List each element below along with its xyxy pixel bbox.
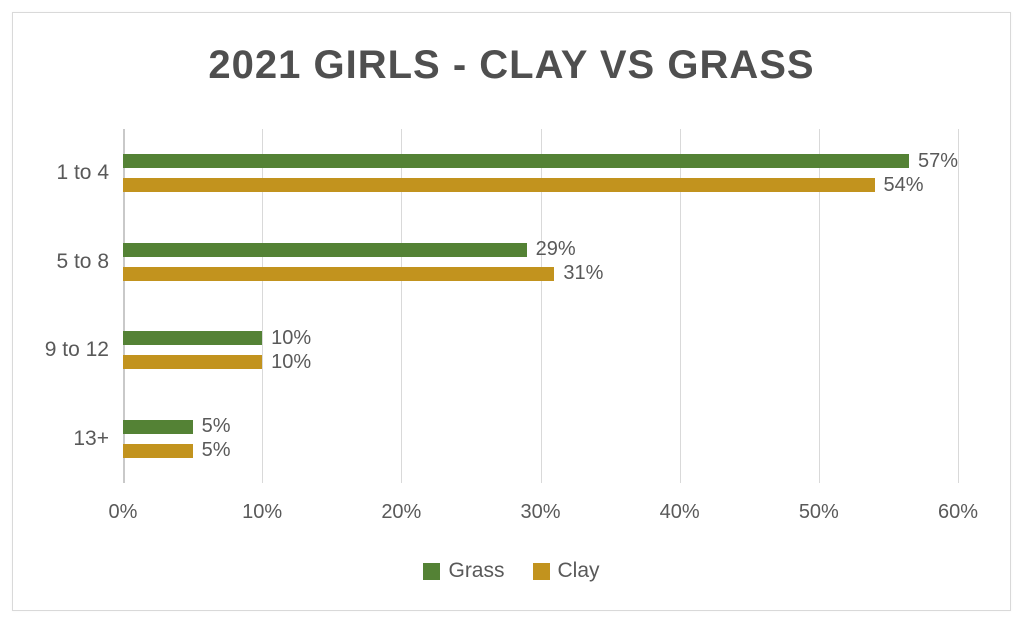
category-row: 13+ 5% 5% — [73, 395, 958, 484]
clay-bar-line: 54% — [123, 174, 958, 196]
x-tick-label: 10% — [242, 501, 283, 523]
category-label: 1 to 4 — [56, 161, 109, 185]
grass-bar-line: 5% — [123, 415, 958, 437]
x-tick-label: 60% — [937, 501, 979, 523]
grass-bar — [123, 242, 527, 257]
category-label: 9 to 12 — [44, 338, 109, 362]
gridline — [818, 129, 820, 483]
category-row: 1 to 4 57% 54% — [56, 129, 958, 218]
data-label: 10% — [271, 350, 312, 373]
data-label: 10% — [271, 326, 312, 349]
data-label: 5% — [201, 415, 231, 438]
chart-title: 2021 GIRLS - CLAY VS GRASS — [208, 43, 815, 87]
clay-bar — [123, 266, 555, 281]
gridlines — [123, 129, 959, 483]
category-label: 5 to 8 — [56, 249, 109, 273]
data-label: 54% — [883, 173, 924, 196]
legend-label: Clay — [557, 559, 600, 582]
gridline — [958, 129, 959, 483]
clay-bar-line: 5% — [123, 439, 958, 461]
category-rows: 1 to 4 57% 54% 5 to 8 29% 31% 9 to 12 10% 10% 13+… — [45, 129, 958, 484]
category-label: 13+ — [73, 426, 109, 450]
clay-bar — [123, 355, 263, 370]
x-tick-label: 20% — [381, 501, 422, 523]
x-tick-label: 30% — [520, 501, 561, 523]
data-label: 57% — [917, 149, 958, 172]
data-label: 31% — [563, 262, 604, 285]
grass-bar-line: 10% — [123, 327, 958, 349]
category-row: 5 to 8 29% 31% — [56, 218, 958, 307]
grass-bar-line: 29% — [123, 238, 958, 260]
legend-item-grass: Grass — [423, 559, 505, 583]
category-row: 9 to 12 10% 10% — [45, 306, 958, 395]
legend-swatch-grass — [423, 562, 441, 580]
x-tick-label: 50% — [798, 501, 839, 523]
x-tick-label: 40% — [659, 501, 700, 523]
clay-bar-line: 31% — [123, 262, 958, 284]
gridline — [262, 129, 264, 483]
legend: Grass Clay — [13, 559, 1010, 583]
grass-bar-line: 57% — [123, 150, 958, 172]
x-tick-label: 0% — [108, 501, 138, 523]
category-axis-line — [123, 129, 125, 483]
legend-item-clay: Clay — [532, 559, 600, 583]
clay-bar — [123, 443, 193, 458]
plot-area: 1 to 4 57% 54% 5 to 8 29% 31% 9 to 12 10% 10% 13+… — [45, 129, 959, 484]
grass-bar — [123, 154, 909, 169]
x-axis: 0% 10% 20% 30% 40% 50% 60% — [109, 501, 978, 527]
grass-bar — [123, 419, 193, 434]
clay-bar — [123, 178, 875, 193]
data-label: 29% — [535, 238, 576, 261]
legend-label: Grass — [448, 559, 505, 582]
grass-bar — [123, 331, 263, 346]
gridline — [540, 129, 542, 483]
chart-frame: 2021 GIRLS - CLAY VS GRASS 1 to 4 57% 54% 5… — [12, 12, 1011, 611]
gridline — [679, 129, 681, 483]
clay-bar-line: 10% — [123, 351, 958, 373]
legend-swatch-clay — [532, 562, 550, 580]
data-label: 5% — [201, 439, 231, 462]
gridline — [401, 129, 403, 483]
